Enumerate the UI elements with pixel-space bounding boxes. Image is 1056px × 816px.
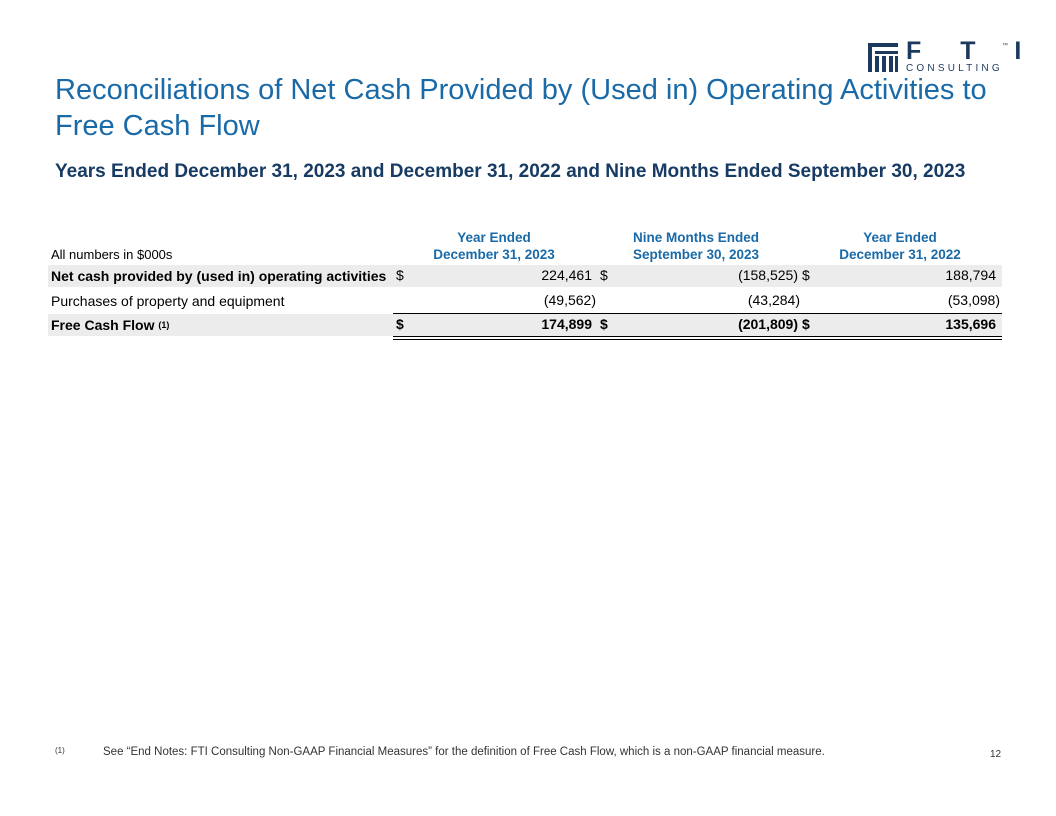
cell-value: (49,562) xyxy=(543,292,596,308)
currency-symbol: $ xyxy=(802,316,810,332)
units-label: All numbers in $000s xyxy=(51,247,173,262)
cell-value: (201,809) xyxy=(738,316,798,332)
column-header-line2: December 31, 2022 xyxy=(839,247,961,262)
cell-value: (53,098) xyxy=(947,292,1000,308)
table-row-capex: Purchases of property and equipment (49,… xyxy=(48,290,1002,312)
column-header-line2: December 31, 2023 xyxy=(433,247,555,262)
table-row-free-cash-flow: Free Cash Flow (1) $ 174,899 $ (201,809)… xyxy=(48,314,1002,336)
cell-value: 224,461 xyxy=(541,267,592,283)
fti-consulting-logo: F T I ™ CONSULTING xyxy=(868,37,1021,75)
footnote-reference: (1) xyxy=(158,320,170,330)
row-label: Net cash provided by (used in) operating… xyxy=(51,268,387,284)
currency-symbol: $ xyxy=(802,267,810,283)
logo-trademark: ™ xyxy=(1002,43,1008,49)
total-double-rule-bottom xyxy=(393,339,1002,340)
subtotal-rule xyxy=(393,313,1002,314)
page-number: 12 xyxy=(990,749,1002,760)
currency-symbol: $ xyxy=(600,267,608,283)
free-cash-flow-label: Free Cash Flow xyxy=(51,317,155,333)
cell-value: 188,794 xyxy=(945,267,996,283)
table-row-operating-cash: Net cash provided by (used in) operating… xyxy=(48,265,1002,287)
column-header-line1: Year Ended xyxy=(457,230,531,245)
column-header-line1: Nine Months Ended xyxy=(633,230,759,245)
logo-wordmark: F T I xyxy=(906,37,1038,65)
cell-value: 174,899 xyxy=(541,316,592,332)
column-header-line2: September 30, 2023 xyxy=(632,247,760,262)
cell-value: (158,525) xyxy=(738,267,798,283)
fti-building-icon xyxy=(868,43,898,72)
cell-value: (43,284) xyxy=(747,292,800,308)
footnote-text: See “End Notes: FTI Consulting Non-GAAP … xyxy=(103,746,825,758)
logo-tagline: CONSULTING xyxy=(906,63,1003,74)
page-title: Reconciliations of Net Cash Provided by … xyxy=(55,74,987,142)
row-label: Free Cash Flow (1) xyxy=(51,317,169,333)
currency-symbol: $ xyxy=(396,267,404,283)
total-double-rule-top xyxy=(393,336,1002,337)
cell-value: 135,696 xyxy=(945,316,996,332)
column-header-ye-2023: Year Ended December 31, 2023 xyxy=(394,229,594,263)
row-label: Purchases of property and equipment xyxy=(51,293,285,309)
page-subtitle: Years Ended December 31, 2023 and Decemb… xyxy=(55,161,966,182)
footnote-marker: (1) xyxy=(55,746,65,755)
column-header-ye-2022: Year Ended December 31, 2022 xyxy=(800,229,1000,263)
column-header-line1: Year Ended xyxy=(863,230,937,245)
currency-symbol: $ xyxy=(600,316,608,332)
currency-symbol: $ xyxy=(396,316,404,332)
column-header-9m-2023: Nine Months Ended September 30, 2023 xyxy=(596,229,796,263)
